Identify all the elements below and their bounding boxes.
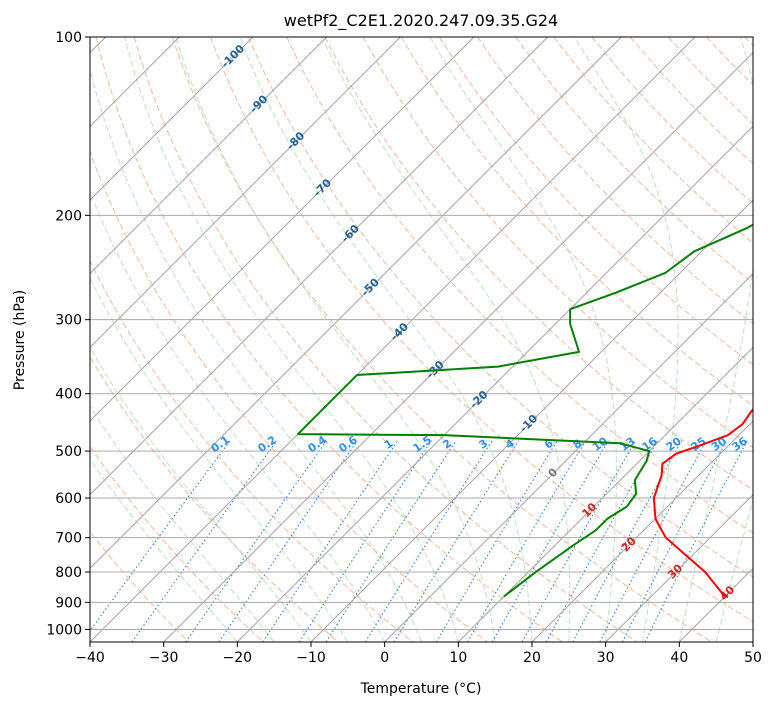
mixing-ratio-line [185, 440, 328, 642]
moist-adiabat-line [90, 405, 275, 642]
x-tick-label: −10 [296, 650, 326, 666]
pressure-gridlines [90, 37, 753, 630]
mixing-ratio-line [521, 440, 637, 642]
dry-adiabat-line [95, 37, 563, 642]
mixing-ratio-line [325, 440, 457, 642]
y-tick-label: 200 [55, 208, 82, 224]
isotherm-line [458, 346, 753, 642]
y-tick-label: 600 [55, 491, 82, 507]
isotherm-line [90, 37, 548, 496]
mixing-ratio-lines [90, 440, 748, 642]
moist-adiabat-line [429, 37, 617, 642]
isotherm-line [90, 37, 475, 422]
x-tick-label: 50 [744, 650, 762, 666]
x-tick-label: −20 [223, 650, 253, 666]
y-axis-label: Pressure (hPa) [12, 290, 28, 390]
x-tick-label: 0 [380, 650, 389, 666]
dry-adiabat-line [90, 356, 339, 642]
mixing-ratio-line [572, 440, 683, 642]
moist-adiabat-line [90, 67, 422, 642]
dry-adiabat-line [324, 37, 753, 491]
isotherm-line [90, 37, 622, 569]
temperature-profile-line [652, 407, 753, 598]
isotherms [90, 37, 753, 642]
mixing-ratio-line [298, 440, 432, 642]
dry-adiabat-line [171, 37, 712, 642]
x-tick-label: 20 [523, 650, 541, 666]
y-axis: 100 200 300 400 500 600 700 800 900 1000 [46, 30, 90, 638]
mixing-ratio-line [644, 440, 748, 642]
moist-adiabat-line [678, 37, 753, 642]
x-axis-label: Temperature (°C) [360, 681, 482, 697]
moist-adiabat-line [321, 37, 571, 642]
x-tick-label: −40 [75, 650, 105, 666]
sounding-series [296, 223, 753, 598]
dry-adiabat-line [362, 37, 753, 449]
dry-adiabat-line [90, 445, 264, 642]
x-axis: −40 −30 −20 −10 0 10 20 30 40 50 [75, 642, 762, 666]
mixing-ratio-line [467, 440, 587, 642]
isotherm-line [531, 420, 753, 642]
y-tick-label: 800 [55, 565, 82, 581]
dry-adiabats [90, 37, 753, 642]
mixing-ratio-line [131, 440, 278, 642]
moist-adiabat-line [124, 37, 459, 642]
mixing-ratio-line [364, 440, 493, 642]
isotherm-line [90, 37, 327, 275]
mixing-ratio-line [262, 440, 399, 642]
dry-adiabat-line [286, 37, 753, 534]
y-tick-label: 900 [55, 595, 82, 611]
moist-adiabat-line [90, 190, 386, 642]
x-tick-label: 10 [449, 650, 467, 666]
moist-adiabat-line [90, 277, 349, 642]
isotherm-line [90, 37, 254, 201]
dry-adiabat-line [133, 37, 638, 642]
dry-adiabat-line [210, 37, 753, 623]
y-tick-label: 100 [55, 30, 82, 46]
moist-adiabat-line [239, 37, 533, 642]
mixing-ratio-line [435, 440, 558, 642]
chart-title: wetPf2_C2E1.2020.247.09.35.G24 [284, 11, 558, 31]
isotherm-line [384, 273, 753, 642]
dry-adiabat-line [90, 150, 488, 642]
isotherm-line [237, 125, 753, 642]
dry-adiabat-line [248, 37, 753, 578]
moist-adiabat-line [175, 37, 496, 642]
moist-adiabat-line [573, 37, 679, 642]
x-tick-label: 30 [597, 650, 615, 666]
y-tick-label: 400 [55, 387, 82, 403]
isotherm-line [605, 494, 753, 642]
x-tick-label: −30 [149, 650, 179, 666]
mixing-ratio-line [545, 440, 659, 642]
x-tick-label: 40 [670, 650, 688, 666]
isotherm-line [310, 199, 753, 642]
y-tick-label: 300 [55, 313, 82, 329]
isotherm-line [163, 52, 753, 642]
isotherm-line [90, 37, 401, 348]
y-tick-label: 500 [55, 444, 82, 460]
y-tick-label: 700 [55, 531, 82, 547]
moist-adiabat-line [90, 458, 238, 642]
isotherm-line [90, 37, 696, 642]
plot-area: 0.1 0.2 0.4 0.6 1 1.5 2 3 4 6 8 10 13 16 20 25 30 36-100-… [90, 37, 753, 642]
plot-frame [89, 36, 754, 643]
dry-adiabat-line [400, 37, 753, 407]
y-tick-label: 1000 [46, 622, 82, 638]
dewpoint-profile-line [296, 223, 753, 598]
mixing-ratio-line [90, 440, 231, 632]
mixing-ratio-line [218, 440, 358, 642]
